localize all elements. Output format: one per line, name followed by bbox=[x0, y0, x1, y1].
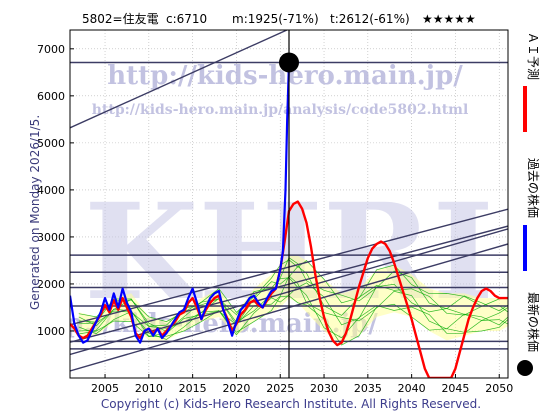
y-tick-label: 2000 bbox=[37, 278, 65, 291]
stock-code-name: 5802=住友電 bbox=[82, 12, 159, 26]
legend-right: ＡＩ予測 過去の株価 最新の株価 bbox=[517, 32, 541, 376]
mid-target: m:1925(-71%) bbox=[232, 12, 319, 26]
x-tick-label: 2050 bbox=[485, 382, 513, 395]
x-tick-label: 2015 bbox=[179, 382, 207, 395]
plot-area: KHRI http://kids-hero.main.jp/ http://ki… bbox=[69, 29, 509, 379]
rating-stars: ★★★★★ bbox=[422, 12, 476, 26]
y-tick-label: 1000 bbox=[37, 325, 65, 338]
forecast-band-area bbox=[78, 255, 508, 346]
price-history-line bbox=[70, 62, 291, 344]
x-tick-label: 2020 bbox=[222, 382, 250, 395]
generated-date-label: Generated on Monday 2026/1/5. bbox=[28, 115, 42, 310]
x-tick-label: 2030 bbox=[310, 382, 338, 395]
legend-label-latest: 最新の株価 bbox=[526, 292, 541, 352]
legend-marker-latest bbox=[517, 360, 533, 376]
watermark-url-analysis[interactable]: http://kids-hero.main.jp/analysis/code58… bbox=[92, 102, 469, 118]
plot-frame bbox=[69, 29, 509, 379]
ai-target: t:2612(-61%) bbox=[330, 12, 410, 26]
x-axis-ticks: 2005 2010 2015 2020 2025 2030 2035 2040 2045 2050 bbox=[91, 374, 513, 395]
y-tick-label: 5000 bbox=[37, 137, 65, 150]
x-tick-label: 2035 bbox=[354, 382, 382, 395]
x-tick-label: 2045 bbox=[441, 382, 469, 395]
legend-label-price: 過去の株価 bbox=[526, 158, 541, 218]
y-tick-label: 7000 bbox=[37, 43, 65, 56]
copyright-text: Copyright (c) Kids-Hero Research Institu… bbox=[101, 397, 481, 411]
simulation-line bbox=[78, 275, 508, 337]
legend-marker-price bbox=[523, 225, 527, 271]
y-tick-label: 4000 bbox=[37, 184, 65, 197]
latest-crosshair bbox=[279, 30, 299, 378]
y-tick-label: 6000 bbox=[37, 90, 65, 103]
x-tick-label: 2025 bbox=[266, 382, 294, 395]
y-tick-label: 3000 bbox=[37, 231, 65, 244]
x-tick-label: 2005 bbox=[91, 382, 119, 395]
current-price: c:6710 bbox=[166, 12, 207, 26]
trend-line bbox=[70, 30, 289, 129]
legend-marker-forecast bbox=[523, 86, 527, 132]
x-tick-label: 2040 bbox=[398, 382, 426, 395]
x-tick-label: 2010 bbox=[135, 382, 163, 395]
y-axis-ticks: 1000 2000 3000 4000 5000 6000 7000 bbox=[37, 43, 74, 338]
latest-price-dot bbox=[279, 52, 299, 73]
legend-label-forecast: ＡＩ予測 bbox=[526, 32, 540, 80]
